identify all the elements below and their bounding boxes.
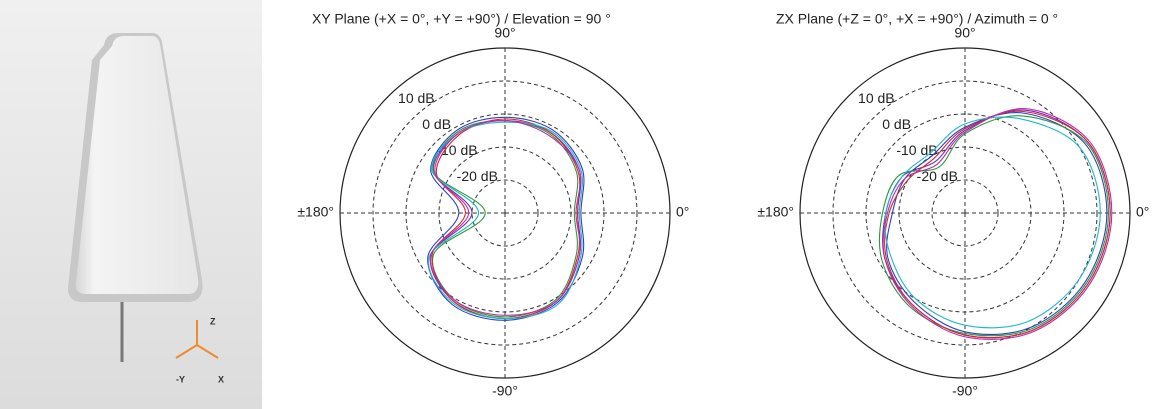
theta-tick-label: 90° [954, 25, 975, 41]
axis-label: -Y [176, 374, 185, 384]
pattern-trace [429, 122, 583, 318]
axis-label: Z [210, 316, 216, 326]
polar-frame [340, 48, 670, 378]
r-tick-label: 0 dB [422, 116, 451, 132]
pattern-trace [433, 121, 578, 317]
page: Z -Y X XY Plane (+X = 0°, +Y = +90°) / E… [0, 0, 1174, 409]
theta-tick-label: 90° [494, 25, 515, 41]
grid-circle [833, 81, 1097, 345]
grid-circle [899, 147, 1031, 279]
pattern-trace [430, 121, 581, 319]
r-tick-label: 10 dB [858, 90, 895, 106]
axis-label: X [218, 374, 224, 384]
grid-circle [472, 180, 538, 246]
r-tick-label: 0 dB [882, 116, 911, 132]
theta-tick-label: 0° [676, 204, 689, 220]
pattern-trace [428, 117, 584, 320]
grid-circle [866, 114, 1064, 312]
theta-tick-label: -90° [952, 383, 978, 399]
pattern-trace [883, 110, 1111, 338]
r-tick-label: -20 dB [457, 168, 498, 184]
grid-circle [439, 147, 571, 279]
chart-title: ZX Plane (+Z = 0°, +X = +90°) / Azimuth … [776, 11, 1058, 27]
pattern-trace [883, 109, 1112, 340]
r-tick-label: 10 dB [398, 90, 435, 106]
theta-tick-label: 0° [1136, 204, 1149, 220]
pattern-trace [879, 116, 1108, 336]
r-tick-label: -10 dB [436, 142, 477, 158]
grid-circle [373, 81, 637, 345]
polar-frame [800, 48, 1130, 378]
theta-tick-label: ±180° [757, 204, 794, 220]
chart-title: XY Plane (+X = 0°, +Y = +90°) / Elevatio… [312, 11, 611, 27]
antenna-render: Z -Y X [0, 0, 262, 409]
r-tick-label: -10 dB [896, 142, 937, 158]
pattern-trace [885, 117, 1100, 328]
pattern-trace [430, 121, 580, 316]
r-tick-label: -20 dB [917, 168, 958, 184]
theta-tick-label: ±180° [297, 204, 334, 220]
grid-circle [932, 180, 998, 246]
pattern-trace [885, 111, 1111, 337]
pattern-trace [432, 119, 580, 319]
pattern-trace [887, 113, 1107, 335]
grid-circle [406, 114, 604, 312]
theta-tick-label: -90° [492, 383, 518, 399]
